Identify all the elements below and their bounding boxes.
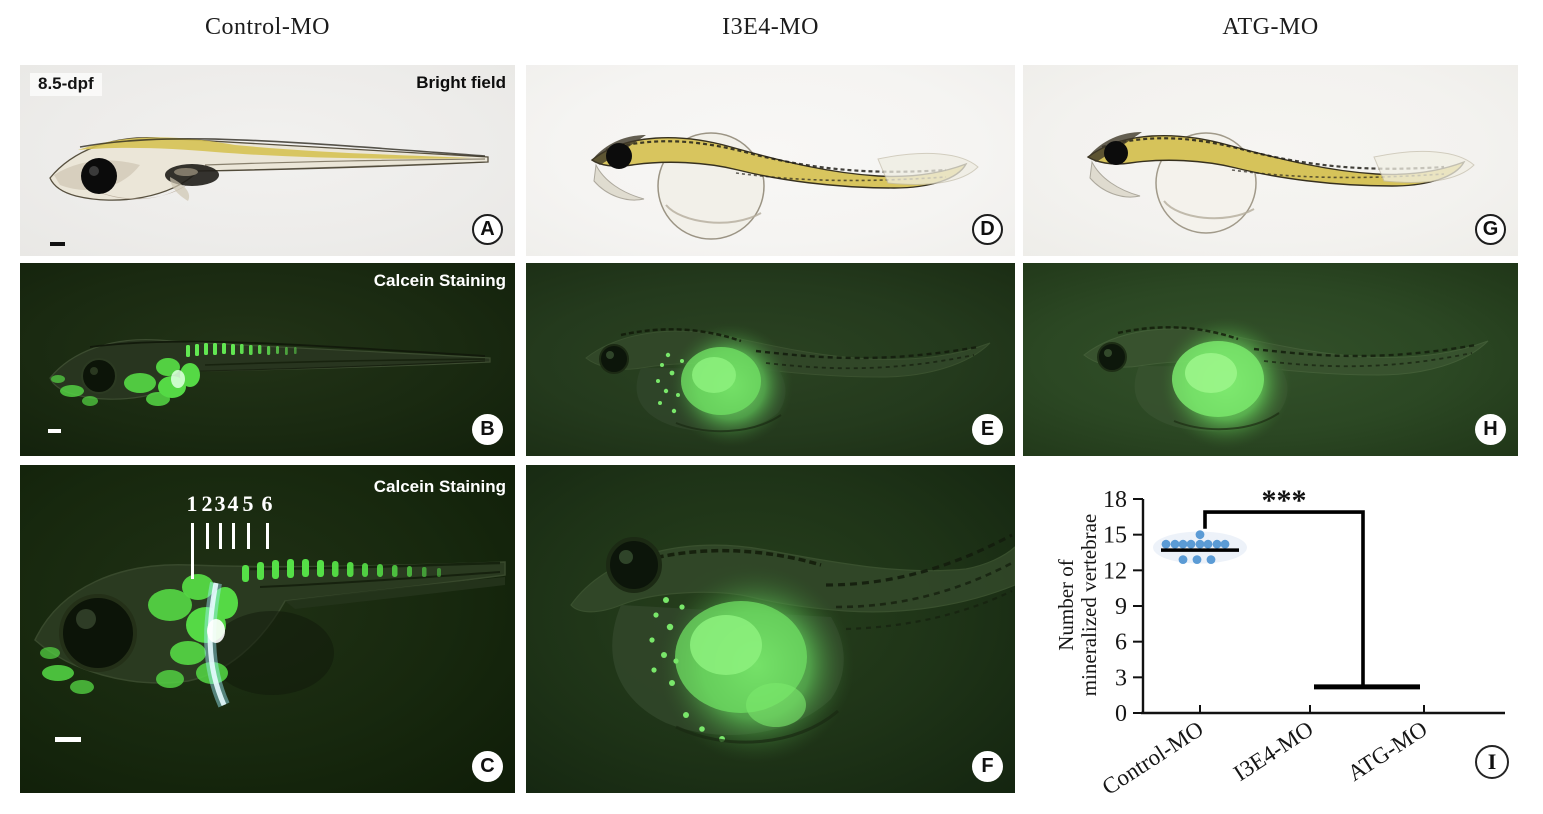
panel-E-calcein-i3e4: E <box>526 263 1015 456</box>
significance-stars: *** <box>1262 484 1307 517</box>
panel-letter-badge-F: F <box>972 751 1003 782</box>
data-point-control <box>1203 539 1213 549</box>
data-point-control <box>1195 530 1205 540</box>
data-point-control <box>1192 555 1202 565</box>
panel-letter-badge-E: E <box>972 414 1003 445</box>
column-header-control-mo: Control-MO <box>205 14 330 40</box>
data-point-control <box>1186 539 1196 549</box>
staining-label: Calcein Staining <box>373 477 506 496</box>
zebrafish-calcein-morphant-illustration <box>585 323 991 447</box>
zebrafish-calcein-morphant-zoom-illustration <box>570 533 1015 763</box>
y-tick-label: 15 <box>1103 523 1127 549</box>
zebrafish-calcein-control-zoom-illustration <box>34 559 506 708</box>
zebrafish-morphant-brightfield-illustration <box>590 132 979 240</box>
vertebra-pointer-line <box>206 523 209 549</box>
column-header-atg-mo: ATG-MO <box>1222 14 1319 40</box>
zebrafish-larva-brightfield-illustration <box>49 136 489 201</box>
panel-B-calcein-control: Calcein Staining B <box>20 263 515 456</box>
y-tick-label: 3 <box>1115 665 1127 691</box>
panel-letter-badge-I: I <box>1475 745 1509 779</box>
panel-letter-badge-C: C <box>472 751 503 782</box>
vertebra-pointer-line <box>191 523 194 579</box>
data-point-control <box>1178 539 1188 549</box>
x-category-label: Control-MO <box>1098 716 1208 800</box>
vertebra-pointer-line <box>247 523 250 549</box>
y-tick-label: 9 <box>1115 594 1127 620</box>
vertebra-number: 1 <box>186 491 198 516</box>
significance-bracket <box>1203 510 1365 687</box>
y-tick-label: 6 <box>1115 630 1127 656</box>
vertebra-number: 6 <box>261 491 273 516</box>
data-point-control <box>1195 539 1205 549</box>
y-tick-label: 12 <box>1103 558 1127 584</box>
staining-label: Calcein Staining <box>373 271 506 290</box>
panel-A-brightfield-control: 8.5-dpf Bright field A <box>20 65 515 256</box>
y-tick-label: 18 <box>1103 487 1127 513</box>
timepoint-label: 8.5-dpf <box>30 73 102 96</box>
column-header-i3e4-mo: I3E4-MO <box>722 14 819 40</box>
y-tick-label: 0 <box>1115 701 1127 727</box>
panel-H-calcein-atg: H <box>1023 263 1518 456</box>
panel-G-brightfield-atg: G <box>1023 65 1518 256</box>
scale-bar <box>48 429 61 433</box>
x-category-label: ATG-MO <box>1343 716 1432 786</box>
panel-letter-badge-G: G <box>1475 214 1506 245</box>
panel-letter-badge-D: D <box>972 214 1003 245</box>
vertebra-pointer-line <box>266 523 269 549</box>
data-point-control <box>1178 555 1188 565</box>
imaging-mode-label: Bright field <box>416 73 506 92</box>
vertebra-number: 4 <box>227 491 239 516</box>
panel-I-chart: 0 3 6 9 12 15 18 Control-MO I3E4-MO ATG-MO Number … <box>1023 465 1543 814</box>
panel-letter-badge-H: H <box>1475 414 1506 445</box>
zebrafish-morphant-brightfield-illustration <box>1086 132 1475 234</box>
data-point-control <box>1170 539 1180 549</box>
data-point-control <box>1220 539 1230 549</box>
vertebra-pointer-line <box>232 523 235 549</box>
scale-bar <box>55 737 81 742</box>
panel-D-brightfield-i3e4: D <box>526 65 1015 256</box>
scale-bar <box>50 242 65 246</box>
zebrafish-calcein-control-illustration <box>49 339 491 406</box>
vertebra-number: 2 <box>201 491 213 516</box>
data-point-control <box>1206 555 1216 565</box>
y-axis-label: mineralized vertebrae <box>1077 514 1101 696</box>
panel-letter-badge-B: B <box>472 414 503 445</box>
data-point-control <box>1212 539 1222 549</box>
x-category-label: I3E4-MO <box>1229 716 1318 786</box>
panel-letter-badge-A: A <box>472 214 503 245</box>
y-axis-label: Number of <box>1054 559 1078 651</box>
data-point-control <box>1161 539 1171 549</box>
zebrafish-calcein-morphant-illustration <box>1083 317 1489 449</box>
panel-F-calcein-i3e4-zoom: F <box>526 465 1015 793</box>
vertebra-number: 3 <box>214 491 226 516</box>
vertebra-pointer-line <box>219 523 222 549</box>
mineralized-vertebrae-chart: 0 3 6 9 12 15 18 Control-MO I3E4-MO ATG-MO Number … <box>1054 484 1505 800</box>
vertebra-number: 5 <box>242 491 254 516</box>
